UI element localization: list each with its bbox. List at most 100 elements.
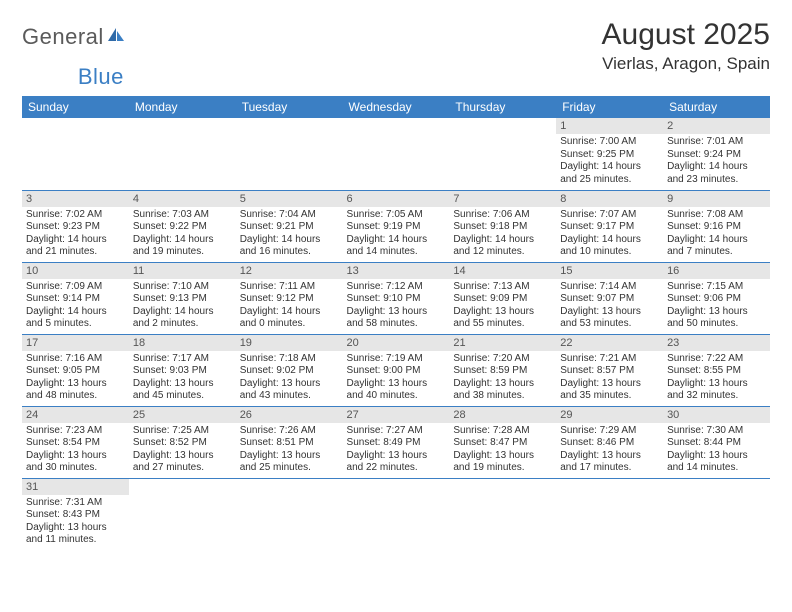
day-details: Sunrise: 7:31 AMSunset: 8:43 PMDaylight:… bbox=[22, 495, 129, 550]
day-detail-line: Daylight: 13 hours bbox=[453, 378, 552, 391]
day-detail-line: Sunrise: 7:26 AM bbox=[240, 425, 339, 438]
day-number: 15 bbox=[556, 263, 663, 279]
day-detail-line: and 22 minutes. bbox=[347, 462, 446, 475]
logo-text-blue: Blue bbox=[78, 64, 124, 90]
calendar-cell: 3Sunrise: 7:02 AMSunset: 9:23 PMDaylight… bbox=[22, 190, 129, 262]
day-detail-line: Sunset: 9:07 PM bbox=[560, 293, 659, 306]
day-detail-line: Daylight: 14 hours bbox=[667, 161, 766, 174]
day-number: 20 bbox=[343, 335, 450, 351]
day-detail-line: Sunrise: 7:10 AM bbox=[133, 281, 232, 294]
day-detail-line: Sunrise: 7:00 AM bbox=[560, 136, 659, 149]
day-details: Sunrise: 7:11 AMSunset: 9:12 PMDaylight:… bbox=[236, 279, 343, 334]
calendar-cell: 20Sunrise: 7:19 AMSunset: 9:00 PMDayligh… bbox=[343, 334, 450, 406]
day-detail-line: Daylight: 13 hours bbox=[667, 306, 766, 319]
day-detail-line: Sunset: 9:09 PM bbox=[453, 293, 552, 306]
day-details: Sunrise: 7:28 AMSunset: 8:47 PMDaylight:… bbox=[449, 423, 556, 478]
day-detail-line: Daylight: 13 hours bbox=[667, 450, 766, 463]
day-detail-line: Daylight: 13 hours bbox=[453, 306, 552, 319]
calendar-cell bbox=[22, 118, 129, 190]
calendar-cell: 4Sunrise: 7:03 AMSunset: 9:22 PMDaylight… bbox=[129, 190, 236, 262]
calendar-cell: 15Sunrise: 7:14 AMSunset: 9:07 PMDayligh… bbox=[556, 262, 663, 334]
day-details: Sunrise: 7:19 AMSunset: 9:00 PMDaylight:… bbox=[343, 351, 450, 406]
calendar-cell: 27Sunrise: 7:27 AMSunset: 8:49 PMDayligh… bbox=[343, 406, 450, 478]
day-details: Sunrise: 7:22 AMSunset: 8:55 PMDaylight:… bbox=[663, 351, 770, 406]
day-detail-line: Sunset: 9:24 PM bbox=[667, 149, 766, 162]
day-detail-line: and 45 minutes. bbox=[133, 390, 232, 403]
day-detail-line: Daylight: 14 hours bbox=[453, 234, 552, 247]
calendar-cell bbox=[449, 478, 556, 550]
calendar-cell bbox=[236, 478, 343, 550]
day-number: 4 bbox=[129, 191, 236, 207]
day-detail-line: and 35 minutes. bbox=[560, 390, 659, 403]
day-detail-line: Daylight: 13 hours bbox=[347, 306, 446, 319]
day-number: 10 bbox=[22, 263, 129, 279]
day-detail-line: and 21 minutes. bbox=[26, 246, 125, 259]
calendar-cell: 5Sunrise: 7:04 AMSunset: 9:21 PMDaylight… bbox=[236, 190, 343, 262]
day-detail-line: Sunset: 9:16 PM bbox=[667, 221, 766, 234]
day-number: 11 bbox=[129, 263, 236, 279]
day-detail-line: Sunrise: 7:14 AM bbox=[560, 281, 659, 294]
day-details: Sunrise: 7:08 AMSunset: 9:16 PMDaylight:… bbox=[663, 207, 770, 262]
day-number: 8 bbox=[556, 191, 663, 207]
day-number: 14 bbox=[449, 263, 556, 279]
day-details: Sunrise: 7:23 AMSunset: 8:54 PMDaylight:… bbox=[22, 423, 129, 478]
day-detail-line: Daylight: 13 hours bbox=[133, 378, 232, 391]
calendar-cell: 24Sunrise: 7:23 AMSunset: 8:54 PMDayligh… bbox=[22, 406, 129, 478]
day-detail-line: Daylight: 14 hours bbox=[133, 306, 232, 319]
day-detail-line: Sunrise: 7:23 AM bbox=[26, 425, 125, 438]
day-detail-line: Daylight: 13 hours bbox=[347, 450, 446, 463]
day-detail-line: Sunrise: 7:04 AM bbox=[240, 209, 339, 222]
day-details: Sunrise: 7:12 AMSunset: 9:10 PMDaylight:… bbox=[343, 279, 450, 334]
weekday-header-row: Sunday Monday Tuesday Wednesday Thursday… bbox=[22, 96, 770, 118]
calendar-cell: 22Sunrise: 7:21 AMSunset: 8:57 PMDayligh… bbox=[556, 334, 663, 406]
day-number: 19 bbox=[236, 335, 343, 351]
day-detail-line: Sunset: 8:46 PM bbox=[560, 437, 659, 450]
day-detail-line: Sunset: 9:18 PM bbox=[453, 221, 552, 234]
weekday-header: Tuesday bbox=[236, 96, 343, 118]
day-detail-line: and 23 minutes. bbox=[667, 174, 766, 187]
day-detail-line: Sunrise: 7:08 AM bbox=[667, 209, 766, 222]
calendar-cell: 6Sunrise: 7:05 AMSunset: 9:19 PMDaylight… bbox=[343, 190, 450, 262]
calendar-cell: 19Sunrise: 7:18 AMSunset: 9:02 PMDayligh… bbox=[236, 334, 343, 406]
day-number: 5 bbox=[236, 191, 343, 207]
day-details: Sunrise: 7:02 AMSunset: 9:23 PMDaylight:… bbox=[22, 207, 129, 262]
logo-text-general: General bbox=[22, 24, 104, 50]
calendar-cell: 13Sunrise: 7:12 AMSunset: 9:10 PMDayligh… bbox=[343, 262, 450, 334]
day-detail-line: Sunset: 8:52 PM bbox=[133, 437, 232, 450]
title-block: August 2025 Vierlas, Aragon, Spain bbox=[602, 18, 770, 74]
calendar-cell: 12Sunrise: 7:11 AMSunset: 9:12 PMDayligh… bbox=[236, 262, 343, 334]
day-number: 29 bbox=[556, 407, 663, 423]
day-number: 22 bbox=[556, 335, 663, 351]
calendar-cell bbox=[236, 118, 343, 190]
day-number: 28 bbox=[449, 407, 556, 423]
day-detail-line: Sunset: 9:13 PM bbox=[133, 293, 232, 306]
day-detail-line: Sunrise: 7:09 AM bbox=[26, 281, 125, 294]
calendar-cell bbox=[129, 478, 236, 550]
day-number: 13 bbox=[343, 263, 450, 279]
day-details: Sunrise: 7:21 AMSunset: 8:57 PMDaylight:… bbox=[556, 351, 663, 406]
calendar-cell bbox=[343, 118, 450, 190]
day-detail-line: Sunset: 9:00 PM bbox=[347, 365, 446, 378]
day-detail-line: and 14 minutes. bbox=[347, 246, 446, 259]
calendar-week-row: 10Sunrise: 7:09 AMSunset: 9:14 PMDayligh… bbox=[22, 262, 770, 334]
day-detail-line: and 48 minutes. bbox=[26, 390, 125, 403]
day-number: 26 bbox=[236, 407, 343, 423]
day-detail-line: Sunrise: 7:11 AM bbox=[240, 281, 339, 294]
day-detail-line: Daylight: 14 hours bbox=[133, 234, 232, 247]
day-detail-line: and 0 minutes. bbox=[240, 318, 339, 331]
calendar-cell: 26Sunrise: 7:26 AMSunset: 8:51 PMDayligh… bbox=[236, 406, 343, 478]
day-detail-line: Sunrise: 7:28 AM bbox=[453, 425, 552, 438]
day-detail-line: Daylight: 14 hours bbox=[560, 234, 659, 247]
day-detail-line: and 43 minutes. bbox=[240, 390, 339, 403]
day-number: 30 bbox=[663, 407, 770, 423]
day-detail-line: Daylight: 13 hours bbox=[560, 450, 659, 463]
day-details: Sunrise: 7:00 AMSunset: 9:25 PMDaylight:… bbox=[556, 134, 663, 189]
calendar-week-row: 17Sunrise: 7:16 AMSunset: 9:05 PMDayligh… bbox=[22, 334, 770, 406]
day-detail-line: Sunset: 9:06 PM bbox=[667, 293, 766, 306]
day-detail-line: Daylight: 13 hours bbox=[347, 378, 446, 391]
day-detail-line: Daylight: 14 hours bbox=[26, 234, 125, 247]
day-detail-line: Sunset: 9:03 PM bbox=[133, 365, 232, 378]
day-details: Sunrise: 7:29 AMSunset: 8:46 PMDaylight:… bbox=[556, 423, 663, 478]
calendar-cell: 10Sunrise: 7:09 AMSunset: 9:14 PMDayligh… bbox=[22, 262, 129, 334]
sail-icon bbox=[106, 26, 126, 49]
